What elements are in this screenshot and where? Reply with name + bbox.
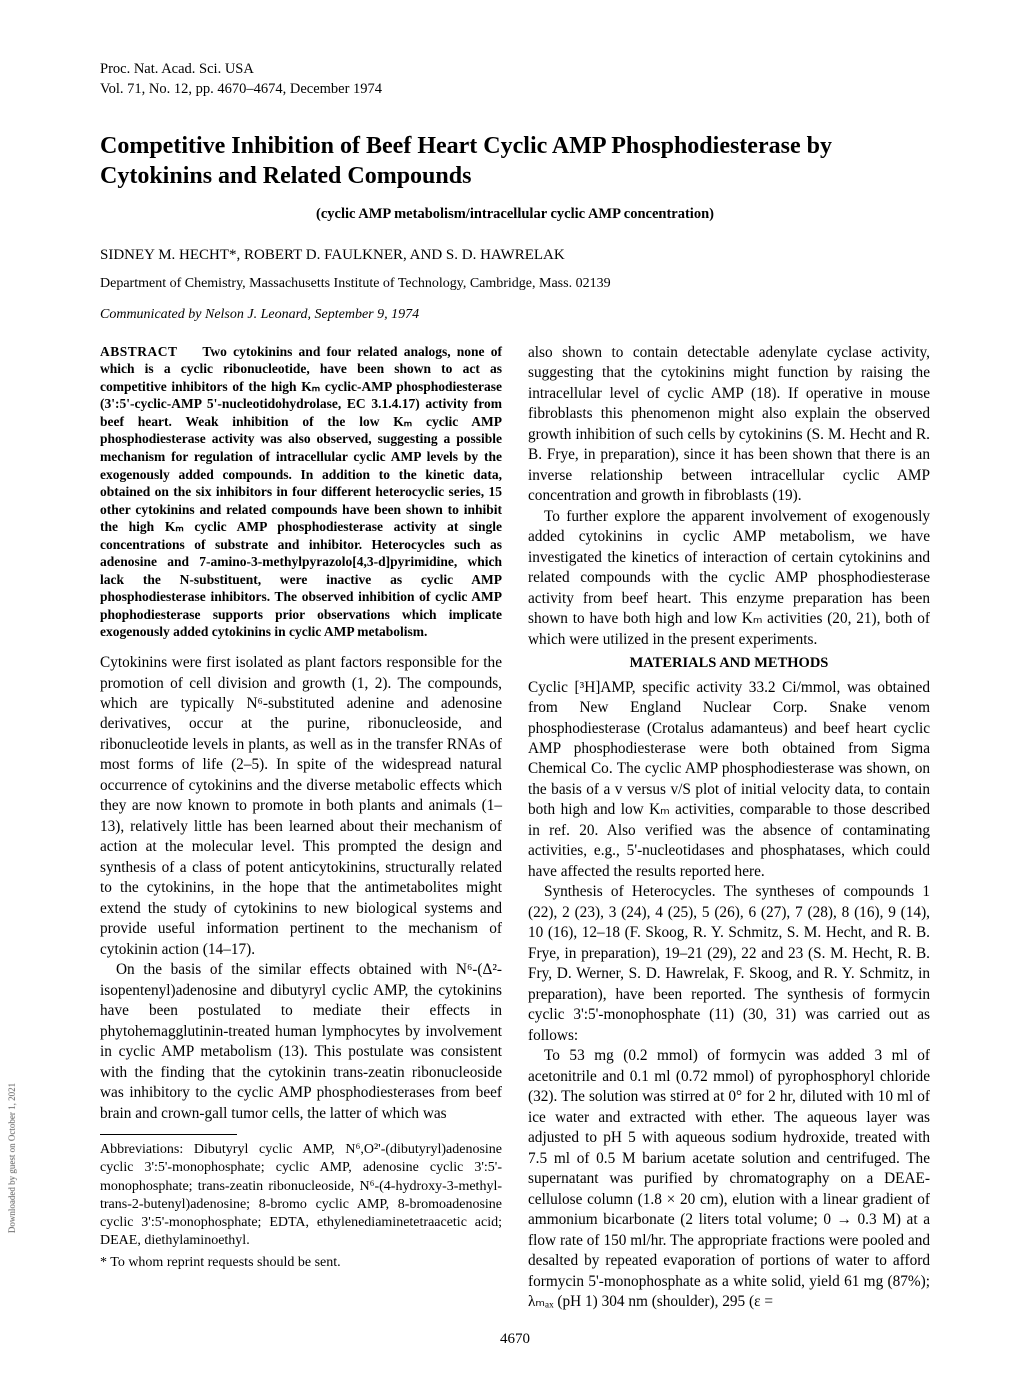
abbreviations-footnote: Abbreviations: Dibutyryl cyclic AMP, N⁶,…	[100, 1141, 502, 1250]
abstract-label: ABSTRACT	[100, 344, 178, 359]
methods-paragraph-1: Cyclic [³H]AMP, specific activity 33.2 C…	[528, 678, 930, 883]
corresponding-author-footnote: * To whom reprint requests should be sen…	[100, 1254, 502, 1272]
col2-paragraph-2: To further explore the apparent involvem…	[528, 507, 930, 650]
two-column-body: ABSTRACT Two cytokinins and four related…	[100, 343, 930, 1313]
methods-paragraph-2: Synthesis of Heterocycles. The syntheses…	[528, 882, 930, 1046]
affiliation: Department of Chemistry, Massachusetts I…	[100, 275, 930, 294]
communicated-by: Communicated by Nelson J. Leonard, Septe…	[100, 306, 930, 325]
methods-section-header: MATERIALS AND METHODS	[528, 654, 930, 674]
left-column: ABSTRACT Two cytokinins and four related…	[100, 343, 502, 1313]
journal-header: Proc. Nat. Acad. Sci. USA Vol. 71, No. 1…	[100, 60, 930, 99]
page-number: 4670	[100, 1329, 930, 1349]
article-subtitle: (cyclic AMP metabolism/intracellular cyc…	[100, 205, 930, 225]
right-column: also shown to contain detectable adenyla…	[528, 343, 930, 1313]
methods-paragraph-3: To 53 mg (0.2 mmol) of formycin was adde…	[528, 1046, 930, 1312]
journal-line-1: Proc. Nat. Acad. Sci. USA	[100, 60, 930, 80]
intro-paragraph-2: On the basis of the similar effects obta…	[100, 960, 502, 1124]
journal-line-2: Vol. 71, No. 12, pp. 4670–4674, December…	[100, 80, 930, 100]
download-watermark: Downloaded by guest on October 1, 2021	[6, 1083, 18, 1233]
abstract-block: ABSTRACT Two cytokinins and four related…	[100, 343, 502, 641]
abstract-text: Two cytokinins and four related analogs,…	[100, 344, 502, 640]
intro-paragraph-1: Cytokinins were first isolated as plant …	[100, 653, 502, 960]
authors: SIDNEY M. HECHT*, ROBERT D. FAULKNER, AN…	[100, 245, 930, 265]
col2-paragraph-1: also shown to contain detectable adenyla…	[528, 343, 930, 507]
footnote-rule	[100, 1134, 237, 1135]
article-title: Competitive Inhibition of Beef Heart Cyc…	[100, 131, 930, 191]
